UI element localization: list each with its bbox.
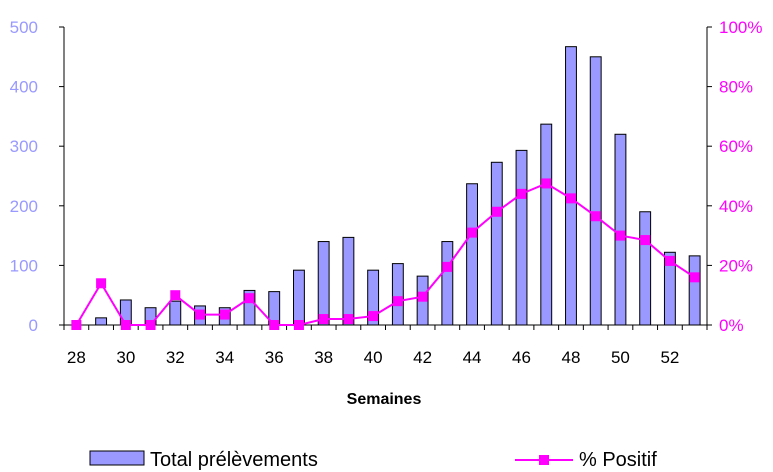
point-week-51	[640, 235, 651, 246]
bar-week-39	[342, 236, 355, 326]
y-left-tick-label: 300	[10, 137, 38, 156]
y-right-tick-label: 80%	[719, 78, 753, 97]
legend-swatch-total	[89, 450, 145, 466]
point-week-42	[417, 291, 428, 302]
x-tick-label: 28	[67, 348, 86, 367]
point-week-45	[491, 206, 502, 217]
point-week-31	[145, 320, 156, 330]
x-tick-label: 36	[265, 348, 284, 367]
point-week-36	[269, 320, 280, 330]
point-week-30	[120, 320, 131, 330]
bar-week-38	[317, 241, 330, 326]
bar-week-53	[688, 255, 701, 326]
bar-week-47	[540, 123, 553, 326]
x-tick-label: 44	[463, 348, 482, 367]
x-tick-label: 48	[562, 348, 581, 367]
tick-labels-layer: 0 100 200 300 400 500 0% 20% 40% 60% 80% 100% 28 30 32…	[10, 18, 763, 367]
x-tick-label: 50	[611, 348, 630, 367]
bar-week-50	[614, 133, 627, 326]
x-tick-label: 32	[166, 348, 185, 367]
point-week-43	[442, 261, 453, 272]
point-week-44	[467, 227, 478, 238]
bar-week-46	[515, 149, 528, 326]
x-tick-label: 30	[116, 348, 135, 367]
point-week-49	[590, 211, 601, 222]
bar-week-44	[466, 183, 478, 326]
bars-layer	[95, 46, 701, 326]
point-week-38	[318, 314, 329, 325]
y-left-tick-label: 500	[10, 18, 38, 37]
point-week-52	[664, 255, 675, 266]
point-week-53	[689, 272, 700, 283]
x-axis-title: Semaines	[347, 391, 422, 408]
legend: Total prélèvements % Positif	[89, 449, 657, 471]
point-week-47	[541, 178, 552, 189]
y-right-tick-label: 60%	[719, 137, 753, 156]
x-tick-label: 52	[660, 348, 679, 367]
point-week-32	[170, 290, 181, 301]
point-week-46	[516, 188, 527, 199]
series-line-positif	[75, 182, 696, 326]
point-week-37	[293, 320, 304, 330]
y-left-tick-label: 100	[10, 256, 38, 275]
y-left-tick-label: 400	[10, 78, 38, 97]
bar-week-43	[441, 241, 454, 326]
point-week-48	[565, 193, 576, 204]
x-tick-label: 42	[413, 348, 432, 367]
bar-week-32	[169, 300, 182, 326]
x-tick-label: 34	[215, 348, 234, 367]
y-right-tick-label: 0%	[719, 316, 744, 335]
point-week-50	[615, 230, 626, 241]
bar-week-37	[293, 269, 305, 326]
point-week-41	[392, 296, 403, 307]
y-left-tick-label: 200	[10, 197, 38, 216]
legend-label-positif: % Positif	[579, 449, 657, 471]
bar-week-48	[565, 46, 577, 326]
bar-week-51	[639, 211, 652, 326]
legend-label-total: Total prélèvements	[150, 449, 318, 471]
point-week-35	[244, 293, 255, 304]
y-right-tick-label: 20%	[719, 256, 753, 275]
axes-layer	[59, 26, 712, 330]
point-week-28	[71, 320, 82, 330]
y-right-tick-label: 40%	[719, 197, 753, 216]
point-week-34	[219, 309, 230, 320]
legend-marker-positif	[539, 455, 549, 465]
x-tick-label: 40	[364, 348, 383, 367]
point-week-33	[195, 309, 206, 320]
bar-week-41	[391, 263, 404, 326]
y-right-tick-label: 100%	[719, 18, 762, 37]
x-tick-label: 38	[314, 348, 333, 367]
y-left-tick-label: 0	[29, 316, 38, 335]
line-layer	[71, 178, 700, 330]
point-week-39	[343, 314, 354, 325]
bar-week-45	[490, 161, 503, 326]
bar-week-49	[589, 56, 602, 326]
point-week-40	[368, 311, 379, 322]
bar-week-29	[95, 317, 108, 326]
x-tick-label: 46	[512, 348, 531, 367]
point-week-29	[96, 278, 107, 289]
